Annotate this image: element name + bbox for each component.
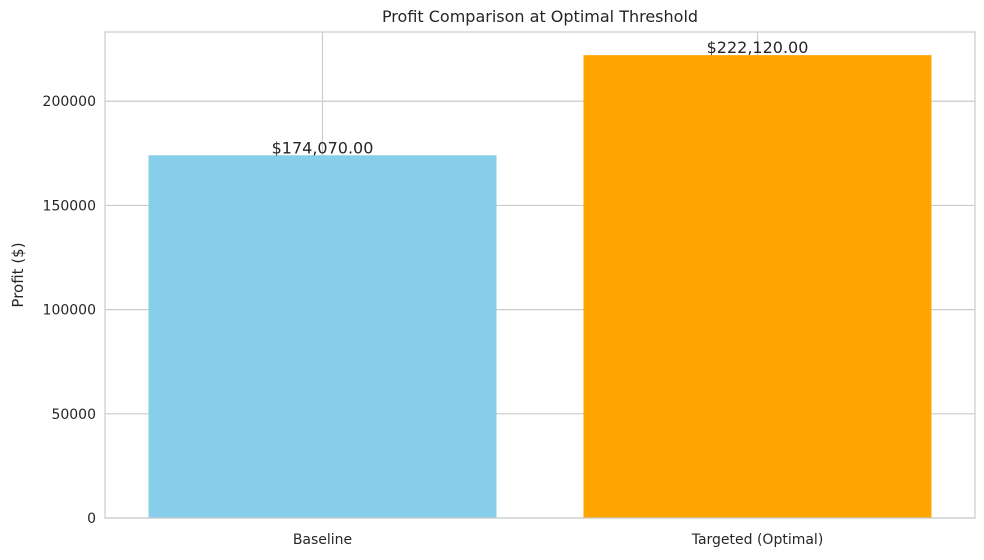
- y-tick-label: 0: [87, 511, 96, 527]
- x-tick-label: Targeted (Optimal): [691, 532, 824, 548]
- x-tick-label: Baseline: [293, 532, 352, 548]
- bar-targeted-optimal: [583, 55, 932, 519]
- plot-frame: [104, 31, 976, 519]
- labels: 0 50000 100000 150000 200000 $174,070.00 Basel…: [43, 38, 824, 548]
- y-axis-label: Profit ($): [9, 242, 27, 307]
- y-tick-label: 100000: [43, 303, 96, 319]
- y-tick-label: 50000: [51, 407, 96, 423]
- chart-title: Profit Comparison at Optimal Threshold: [382, 7, 698, 26]
- bar-value-label: $174,070.00: [272, 138, 374, 157]
- y-tick-label: 200000: [43, 94, 96, 110]
- bars: [148, 55, 932, 519]
- bar-value-label: $222,120.00: [707, 38, 809, 57]
- bar-baseline: [148, 155, 497, 518]
- y-tick-label: 150000: [43, 198, 96, 214]
